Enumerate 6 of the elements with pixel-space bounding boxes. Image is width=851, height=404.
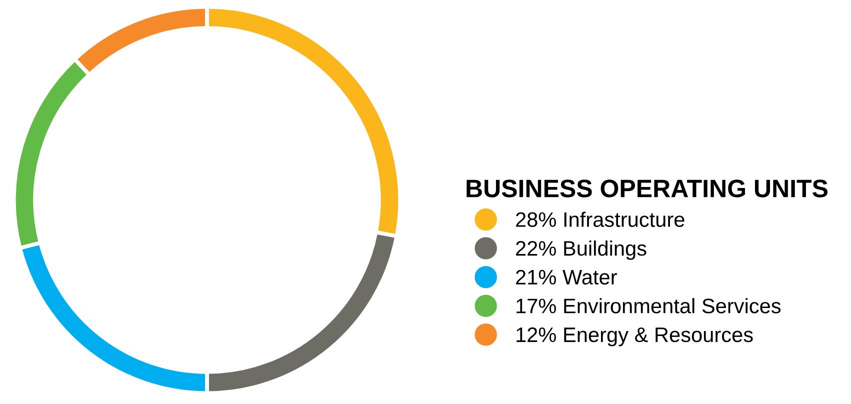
legend-label: 12% Energy & Resources: [516, 327, 753, 346]
legend-label: 22% Buildings: [516, 240, 646, 260]
legend-label: 17% Environmental Services: [516, 298, 781, 314]
legend-label: 28% Infrastructure: [516, 212, 684, 227]
legend-title: BUSINESS OPERATING UNITS: [466, 180, 828, 198]
legend-label: 21% Water: [516, 270, 617, 285]
